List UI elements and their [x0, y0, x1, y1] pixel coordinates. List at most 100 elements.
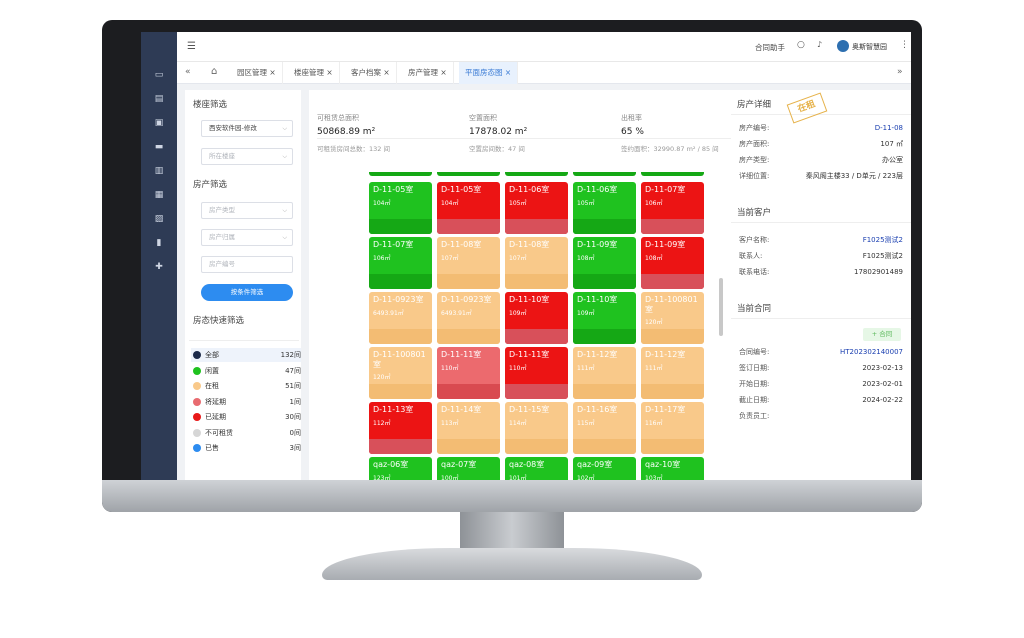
room-card-footer [437, 219, 500, 234]
legend-count: 51间 [285, 382, 301, 390]
detail-value[interactable]: F1025测试2 [862, 236, 903, 244]
filter-search-button[interactable]: 按条件筛选 [201, 284, 293, 301]
detail-key: 开始日期: [739, 380, 770, 388]
room-card[interactable]: D-11-12室 111㎡ [641, 347, 704, 399]
room-card[interactable]: D-11-10室 109㎡ [573, 292, 636, 344]
legend-row[interactable]: 不可租赁 0间 [191, 426, 301, 440]
room-card[interactable]: D-11-05室 104㎡ [369, 182, 432, 234]
room-card[interactable]: D-11-100801室 120㎡ [369, 347, 432, 399]
tab-park-management[interactable]: 园区管理 × [231, 62, 283, 84]
detail-row-area: 房产面积: 107 ㎡ [739, 138, 903, 150]
contract-assistant-link[interactable]: 合同助手 [755, 43, 785, 52]
room-card-footer [505, 329, 568, 344]
room-card-footer [437, 274, 500, 289]
room-card[interactable]: D-11-0923室 6493.91㎡ [369, 292, 432, 344]
room-card[interactable]: D-11-100801室 120㎡ [641, 292, 704, 344]
room-card[interactable]: D-11-17室 116㎡ [641, 402, 704, 454]
room-card[interactable]: qaz-10室 103㎡ [641, 457, 704, 480]
room-area: 108㎡ [645, 255, 663, 262]
room-code: D-11-05室 [441, 185, 482, 194]
detail-value[interactable]: HT202302140007 [840, 348, 903, 356]
more-icon[interactable]: ⋮ [900, 40, 909, 50]
legend-label: 不可租赁 [205, 428, 233, 437]
status-dot-icon [193, 397, 201, 406]
detail-value: 2024-02-22 [862, 396, 903, 404]
user-name[interactable]: 奥斯智慧园 [852, 43, 887, 51]
search-icon[interactable]: ○ [797, 40, 805, 50]
tabs-scroll-right-icon[interactable]: » [897, 67, 903, 77]
bar-chart-icon[interactable]: ▥ [154, 166, 164, 176]
room-card-partial[interactable] [437, 172, 500, 176]
legend-row[interactable]: 将延期 1间 [191, 395, 301, 409]
room-card[interactable]: D-11-11室 110㎡ [505, 347, 568, 399]
floor-select[interactable]: 所在楼座 ⌵ [201, 148, 293, 165]
monitor-icon[interactable]: ▬ [154, 142, 164, 152]
add-contract-button[interactable]: + 合同 [863, 328, 901, 341]
tabs-scroll-left-icon[interactable]: « [185, 67, 191, 77]
room-card[interactable]: D-11-08室 107㎡ [505, 237, 568, 289]
room-area: 123㎡ [373, 475, 391, 480]
grid-scrollbar[interactable] [719, 278, 723, 336]
building-select[interactable]: 西安软件园-修改 ⌵ [201, 120, 293, 137]
stat-sub-occupancy: 签约面积：32990.87 m² / 85 间 [621, 145, 719, 153]
room-card-footer [505, 439, 568, 454]
stat-value-vacant-area: 17878.02 m² [469, 127, 528, 137]
room-card[interactable]: qaz-06室 123㎡ [369, 457, 432, 480]
legend-row[interactable]: 已售 3间 [191, 441, 301, 455]
room-card[interactable]: D-11-12室 111㎡ [573, 347, 636, 399]
room-card[interactable]: D-11-09室 108㎡ [573, 237, 636, 289]
detail-key: 房产类型: [739, 156, 770, 164]
room-card[interactable]: D-11-0923室 6493.91㎡ [437, 292, 500, 344]
tab-property-management[interactable]: 房产管理 × [402, 62, 454, 84]
contract-row-end: 截止日期: 2024-02-22 [739, 394, 903, 406]
menu-toggle-icon[interactable]: ☰ [187, 41, 196, 52]
window-icon[interactable]: ▭ [154, 70, 164, 80]
tab-building-management[interactable]: 楼座管理 × [288, 62, 340, 84]
bell-icon[interactable]: ♪ [817, 40, 823, 49]
room-card[interactable]: D-11-16室 115㎡ [573, 402, 636, 454]
stats-icon[interactable]: ▮ [156, 238, 162, 248]
room-card[interactable]: D-11-07室 106㎡ [369, 237, 432, 289]
archive-icon[interactable]: ▨ [154, 214, 164, 224]
legend-row[interactable]: 已延期 30间 [191, 410, 301, 424]
room-card[interactable]: D-11-10室 109㎡ [505, 292, 568, 344]
legend-row[interactable]: 闲置 47间 [191, 364, 301, 378]
room-card[interactable]: D-11-15室 114㎡ [505, 402, 568, 454]
legend-row[interactable]: 在租 51间 [191, 379, 301, 393]
detail-row-number: 房产编号: D-11-08 [739, 122, 903, 134]
room-card[interactable]: D-11-07室 106㎡ [641, 182, 704, 234]
room-card-partial[interactable] [641, 172, 704, 176]
room-card[interactable]: D-11-06室 105㎡ [573, 182, 636, 234]
property-number-input[interactable]: 房产编号 [201, 256, 293, 273]
room-card[interactable]: qaz-08室 101㎡ [505, 457, 568, 480]
chart-icon[interactable]: ▤ [154, 94, 164, 104]
room-area: 110㎡ [441, 365, 459, 372]
room-card-partial[interactable] [505, 172, 568, 176]
room-card[interactable]: qaz-07室 100㎡ [437, 457, 500, 480]
room-code: D-11-06室 [509, 185, 550, 194]
room-card[interactable]: D-11-13室 112㎡ [369, 402, 432, 454]
room-card[interactable]: D-11-11室 110㎡ [437, 347, 500, 399]
tab-customer-records[interactable]: 客户档案 × [345, 62, 397, 84]
room-card-partial[interactable] [573, 172, 636, 176]
room-card-footer [505, 384, 568, 399]
puzzle-icon[interactable]: ✚ [155, 262, 163, 272]
room-card[interactable]: D-11-06室 105㎡ [505, 182, 568, 234]
room-card[interactable]: D-11-05室 104㎡ [437, 182, 500, 234]
property-owner-select[interactable]: 房产归属 ⌵ [201, 229, 293, 246]
room-card-partial[interactable] [369, 172, 432, 176]
legend-row[interactable]: 全部 132间 [191, 348, 301, 362]
room-area: 105㎡ [577, 200, 595, 207]
tab-floor-plan[interactable]: 平面房态图 × [459, 62, 519, 84]
avatar[interactable] [837, 40, 849, 52]
room-card[interactable]: D-11-09室 108㎡ [641, 237, 704, 289]
room-card[interactable]: D-11-14室 113㎡ [437, 402, 500, 454]
building-icon[interactable]: ▦ [154, 190, 164, 200]
room-card[interactable]: qaz-09室 102㎡ [573, 457, 636, 480]
home-icon[interactable]: ⌂ [211, 66, 218, 77]
room-card[interactable]: D-11-08室 107㎡ [437, 237, 500, 289]
legend-label: 已售 [205, 444, 219, 452]
document-icon[interactable]: ▣ [154, 118, 164, 128]
room-code: qaz-09室 [577, 460, 613, 469]
property-type-select[interactable]: 房产类型 ⌵ [201, 202, 293, 219]
